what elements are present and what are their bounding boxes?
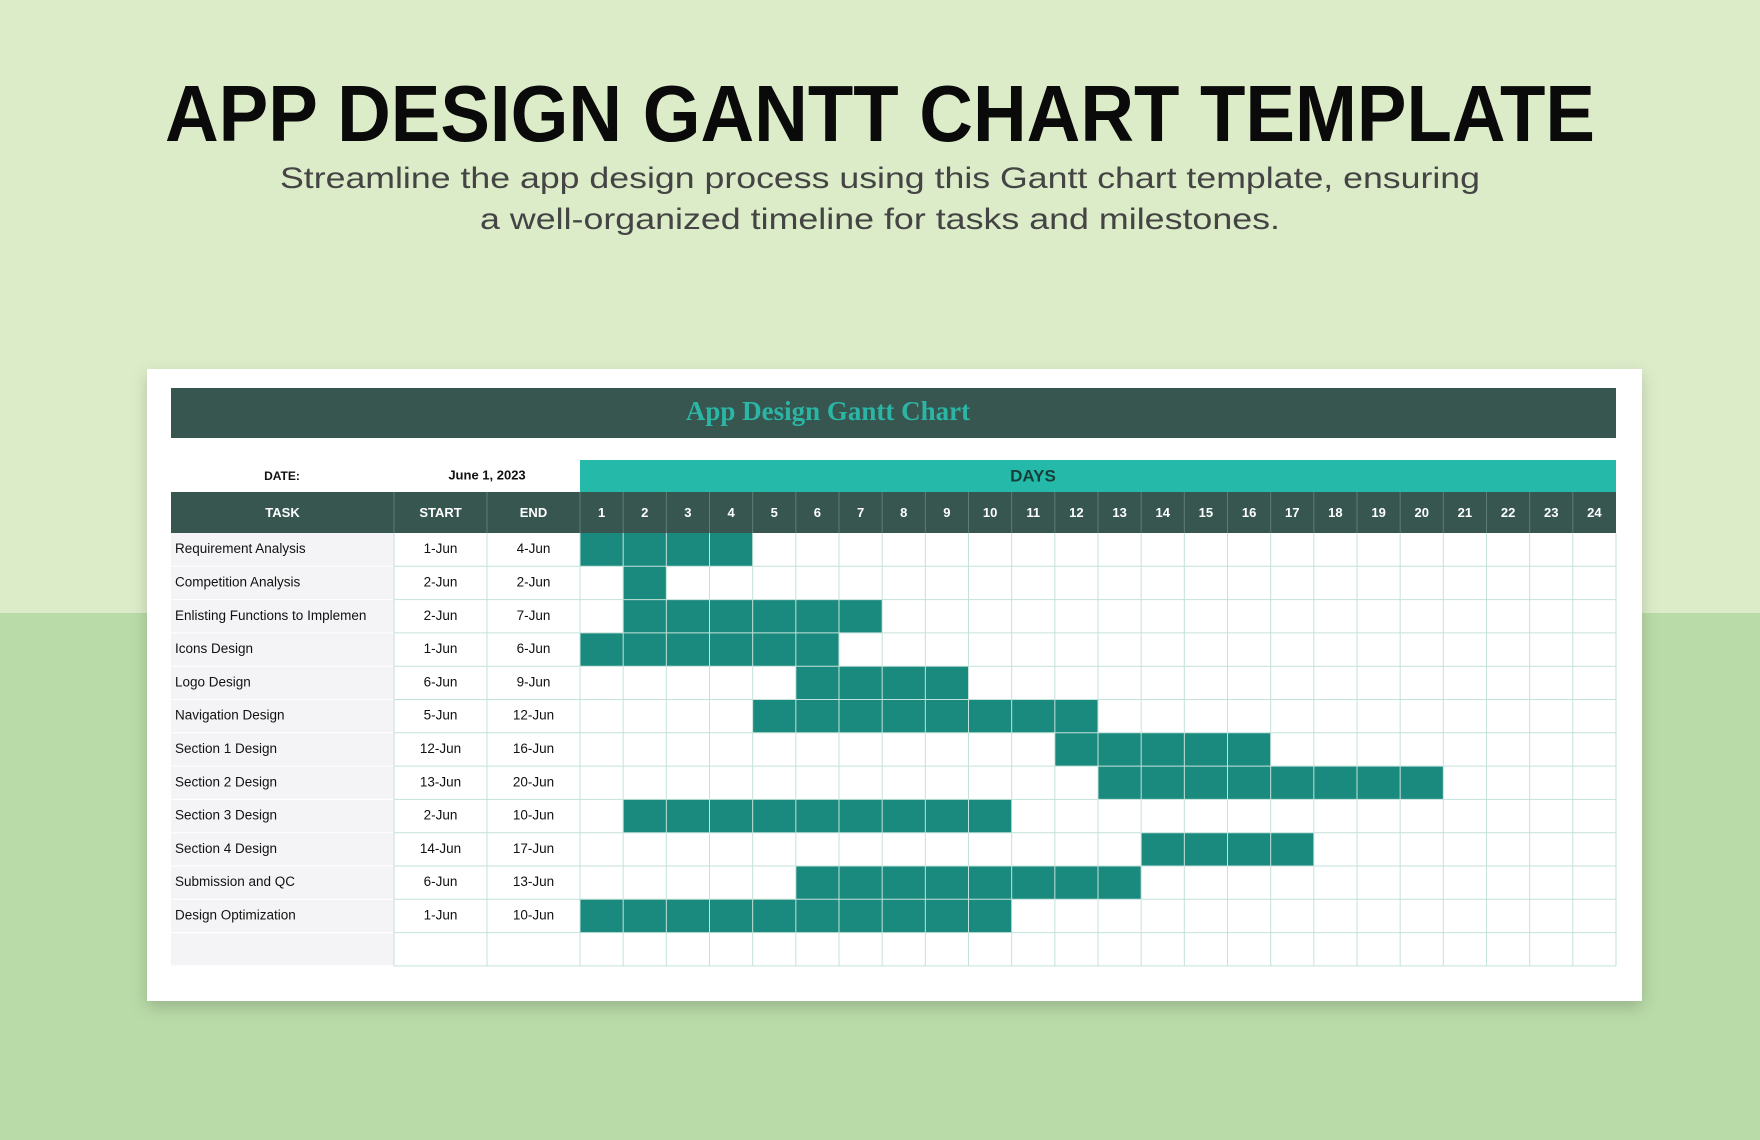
day-header: 9 <box>943 505 950 520</box>
gantt-bar <box>623 566 667 600</box>
task-start: 1-Jun <box>424 908 458 923</box>
task-start: 2-Jun <box>424 575 458 590</box>
task-name: Submission and QC <box>175 874 295 889</box>
task-end: 2-Jun <box>517 575 551 590</box>
sheet-title-bar <box>171 388 1616 438</box>
task-start: 2-Jun <box>424 608 458 623</box>
day-header: 16 <box>1242 505 1256 520</box>
task-end: 16-Jun <box>513 741 554 756</box>
column-header: START <box>419 505 461 520</box>
days-label: DAYS <box>1010 466 1056 485</box>
day-header: 11 <box>1026 505 1040 520</box>
day-header: 6 <box>814 505 821 520</box>
task-name: Competition Analysis <box>175 575 301 590</box>
task-end: 20-Jun <box>513 774 554 789</box>
task-end: 12-Jun <box>513 708 554 723</box>
task-column <box>171 533 394 966</box>
task-name: Enlisting Functions to Implemen <box>175 608 366 623</box>
task-name: Section 2 Design <box>175 774 277 789</box>
column-header: END <box>520 505 547 520</box>
day-header: 19 <box>1371 505 1385 520</box>
day-header: 18 <box>1328 505 1342 520</box>
task-name: Navigation Design <box>175 708 285 723</box>
day-header: 23 <box>1544 505 1558 520</box>
day-header: 10 <box>983 505 997 520</box>
task-start: 13-Jun <box>420 774 461 789</box>
task-end: 9-Jun <box>517 674 551 689</box>
task-end: 6-Jun <box>517 641 551 656</box>
task-end: 10-Jun <box>513 908 554 923</box>
gantt-bar <box>1054 732 1271 767</box>
task-end: 4-Jun <box>517 541 551 556</box>
day-header: 21 <box>1458 505 1472 520</box>
day-header: 17 <box>1285 505 1299 520</box>
column-header: TASK <box>265 505 300 520</box>
day-header: 20 <box>1415 505 1429 520</box>
task-start: 1-Jun <box>424 541 458 556</box>
task-start: 1-Jun <box>424 641 458 656</box>
header-row <box>171 492 1616 533</box>
task-name: Design Optimization <box>175 908 296 923</box>
day-header: 5 <box>771 505 778 520</box>
day-header: 1 <box>598 505 605 520</box>
day-header: 13 <box>1112 505 1126 520</box>
task-end: 10-Jun <box>513 808 554 823</box>
days-bar <box>580 460 1616 492</box>
task-end: 17-Jun <box>513 841 554 856</box>
task-start: 12-Jun <box>420 741 461 756</box>
subtitle-line: Streamline the app design process using … <box>280 162 1480 195</box>
task-end: 13-Jun <box>513 874 554 889</box>
task-start: 2-Jun <box>424 808 458 823</box>
task-start: 6-Jun <box>424 874 458 889</box>
task-name: Section 1 Design <box>175 741 277 756</box>
task-name: Icons Design <box>175 641 253 656</box>
day-header: 4 <box>727 505 735 520</box>
gantt-table: TASK START END 1 2 3 4 5 6 7 8 9 10 11 12 13 14 15 16 17 18 1… <box>171 492 1617 967</box>
day-header: 24 <box>1587 505 1602 520</box>
day-header: 7 <box>857 505 864 520</box>
task-name: Section 3 Design <box>175 808 277 823</box>
day-header: 3 <box>684 505 691 520</box>
sheet-title: App Design Gantt Chart <box>686 396 970 426</box>
day-header: 15 <box>1199 505 1213 520</box>
task-start: 5-Jun <box>424 708 458 723</box>
task-name: Section 4 Design <box>175 841 277 856</box>
day-header: 14 <box>1156 505 1171 520</box>
day-header: 2 <box>641 505 648 520</box>
task-end: 7-Jun <box>517 608 551 623</box>
date-value: June 1, 2023 <box>448 467 525 482</box>
day-header: 22 <box>1501 505 1515 520</box>
day-header: 12 <box>1069 505 1083 520</box>
subtitle-line: a well-organized timeline for tasks and … <box>480 203 1280 236</box>
gantt-bar <box>623 799 1012 833</box>
task-name: Logo Design <box>175 674 251 689</box>
task-name: Requirement Analysis <box>175 541 306 556</box>
day-header: 8 <box>900 505 907 520</box>
task-start: 6-Jun <box>424 674 458 689</box>
date-label: DATE: <box>264 469 300 483</box>
task-start: 14-Jun <box>420 841 461 856</box>
page-title: APP DESIGN GANTT CHART TEMPLATE <box>165 69 1595 158</box>
